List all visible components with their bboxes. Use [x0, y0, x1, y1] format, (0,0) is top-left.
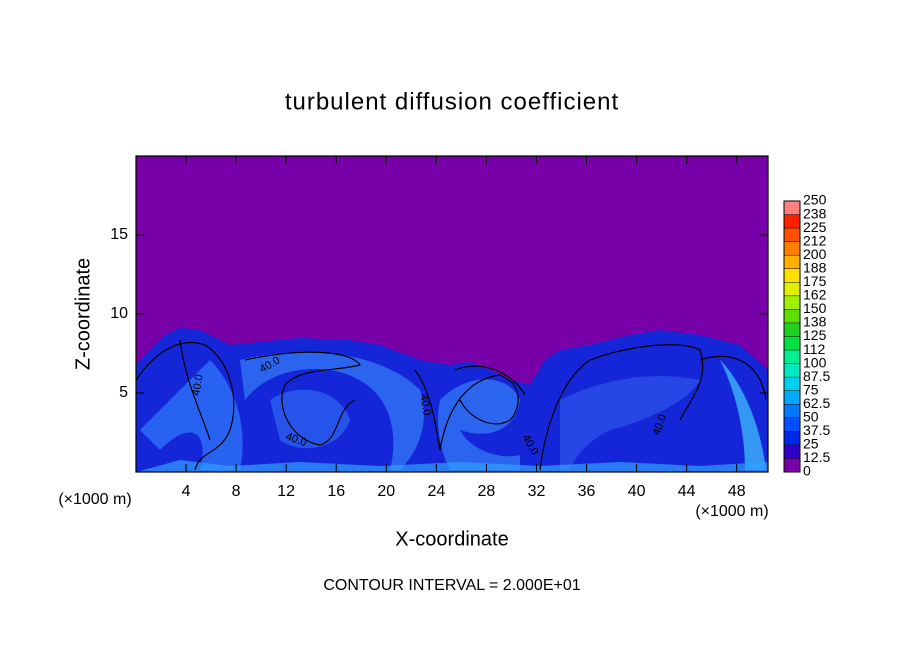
colorbar-label: 50: [803, 409, 819, 425]
colorbar-bin: [784, 350, 800, 364]
x-tick-label: 24: [427, 483, 445, 500]
colorbar-label: 162: [803, 287, 827, 303]
contour-lines: [135, 339, 767, 471]
field-swirl: [270, 389, 350, 449]
x-tick-label: 12: [277, 483, 295, 500]
colorbar-bin: [784, 295, 800, 310]
colorbar-label: 188: [803, 259, 827, 275]
colorbar-bin: [784, 322, 800, 337]
colorbar-bin: [784, 241, 800, 256]
colorbar-label: 200: [803, 246, 827, 262]
colorbar-label: 225: [803, 219, 827, 235]
colorbar-label: 37.5: [803, 422, 830, 438]
colorbar-bin: [784, 255, 800, 269]
y-tick-label: 15: [110, 226, 128, 243]
x-unit: (×1000 m): [695, 503, 768, 520]
x-axis-label: X-coordinate: [395, 528, 508, 550]
contour-label: 40.0: [190, 373, 206, 396]
colorbar-bin: [784, 458, 800, 472]
colorbar-label: 238: [803, 205, 827, 221]
colorbar-label: 12.5: [803, 449, 830, 465]
colorbar-bin: [784, 309, 800, 323]
colorbar-label: 112: [803, 341, 826, 357]
colorbar-bin: [784, 268, 800, 283]
field-swirl: [438, 379, 520, 470]
y-tick-label: 5: [119, 384, 128, 401]
x-tick-label: 32: [528, 483, 546, 500]
field-swirl: [136, 460, 768, 472]
colorbar-bin: [784, 444, 800, 459]
colorbar-bin: [784, 336, 800, 351]
colorbar-bin: [784, 228, 800, 242]
x-tick-label: 20: [377, 483, 395, 500]
colorbar-label: 125: [803, 327, 827, 343]
colorbar-bin: [784, 363, 800, 378]
colorbar-bin: [784, 404, 800, 418]
colorbar-bin: [784, 282, 800, 296]
field-swirl: [720, 360, 766, 470]
x-tick-label: 28: [478, 483, 496, 500]
colorbar-label: 100: [803, 354, 827, 370]
colorbar-label: 0: [803, 463, 811, 479]
colorbar-label: 212: [803, 232, 827, 248]
contour-label: 40.0: [417, 393, 433, 416]
colorbar-label: 150: [803, 300, 827, 316]
colorbar-label: 175: [803, 273, 827, 289]
footer-note: CONTOUR INTERVAL = 2.000E+01: [323, 577, 580, 594]
colorbar-label: 138: [803, 314, 827, 330]
field-swirl: [140, 360, 243, 470]
colorbar-label: 87.5: [803, 368, 830, 384]
colorbar-bin: [784, 377, 800, 391]
x-unit: (×1000 m): [58, 491, 131, 508]
field-swirl: [240, 352, 424, 470]
x-tick-label: 36: [578, 483, 596, 500]
x-tick-label: 4: [182, 483, 191, 500]
x-tick-label: 8: [232, 483, 241, 500]
field-swirl: [560, 376, 700, 470]
x-tick-label: 48: [728, 483, 746, 500]
colorbar-bin: [784, 417, 800, 432]
colorbar-bin: [784, 201, 800, 215]
colorbar-label: 25: [803, 436, 819, 452]
colorbar-bin: [784, 390, 800, 405]
colorbar-label: 62.5: [803, 395, 830, 411]
x-tick-label: 16: [327, 483, 345, 500]
field: [135, 156, 768, 472]
colorbar-bin: [784, 431, 800, 445]
y-axis-label: Z-coordinate: [72, 258, 94, 370]
colorbar-bin: [784, 214, 800, 229]
chart-title: turbulent diffusion coefficient: [285, 88, 619, 115]
x-tick-label: 40: [628, 483, 646, 500]
x-tick-label: 44: [678, 483, 696, 500]
colorbar-label: 75: [803, 381, 819, 397]
colorbar-label: 250: [803, 192, 827, 208]
y-tick-label: 10: [110, 305, 128, 322]
